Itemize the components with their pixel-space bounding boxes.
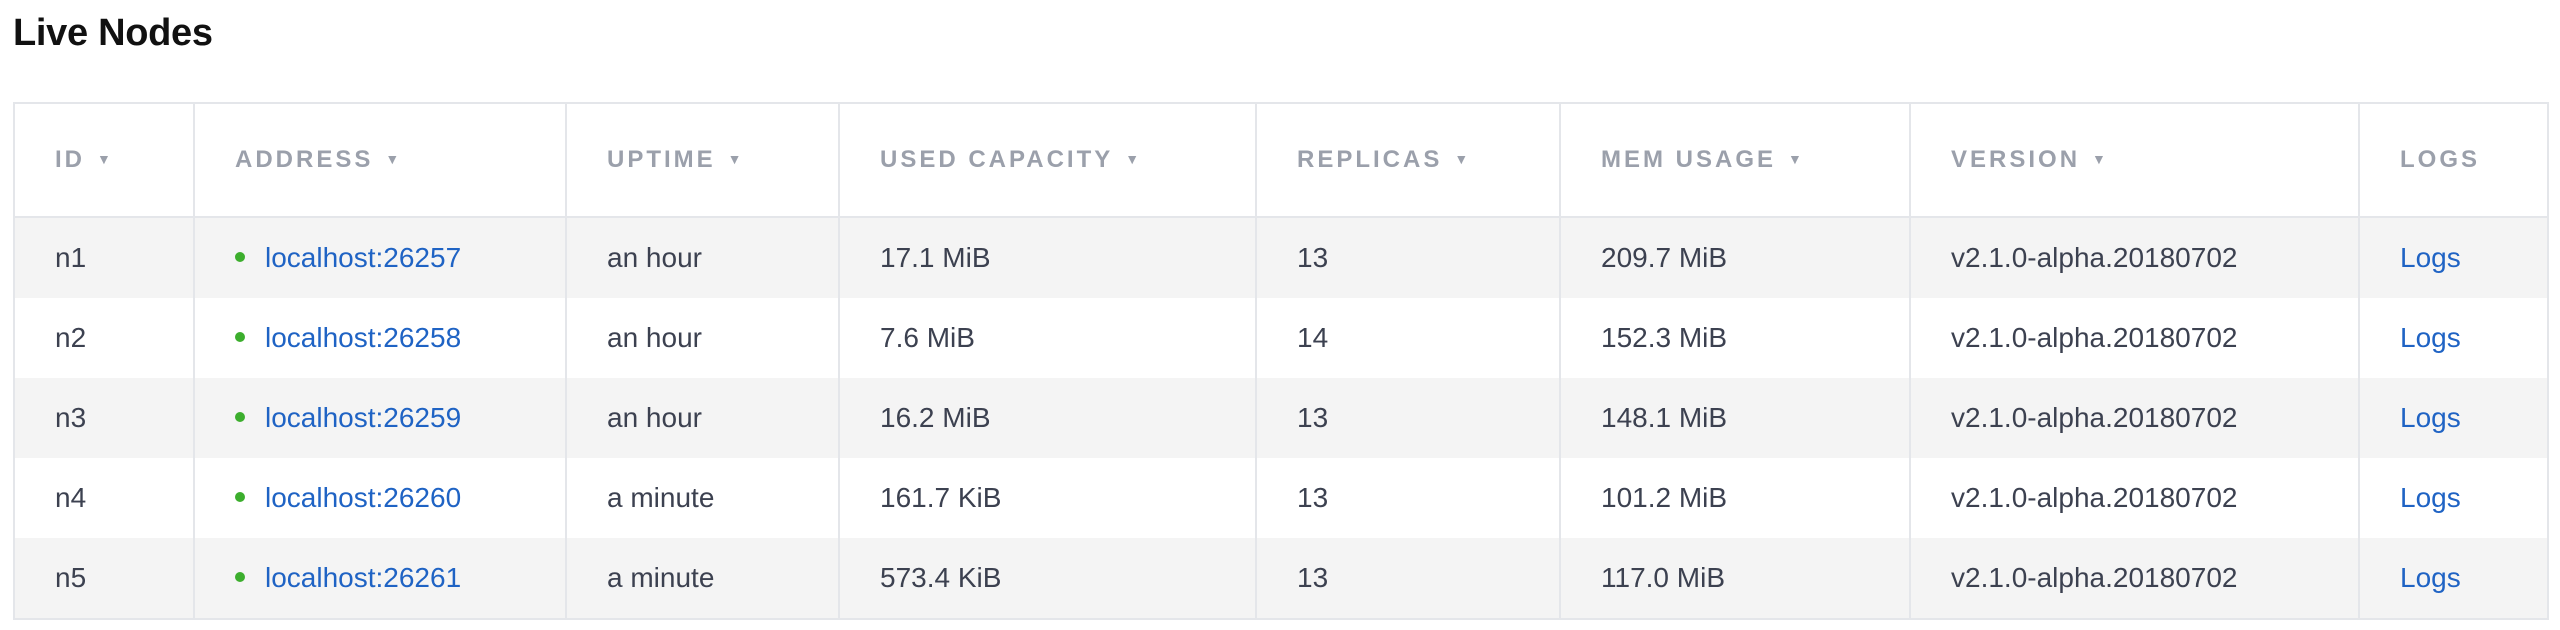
- column-header-label: UPTIME: [607, 146, 716, 173]
- node-version-cell: v2.1.0-alpha.20180702: [1909, 458, 2360, 538]
- logs-link[interactable]: Logs: [2400, 402, 2461, 433]
- node-id-cell: n4: [13, 458, 195, 538]
- column-header-label: VERSION: [1951, 146, 2081, 173]
- node-uptime-cell: a minute: [565, 458, 840, 538]
- live-status-dot-icon: [235, 571, 245, 582]
- page-title: Live Nodes: [13, 12, 213, 54]
- column-header-uptime[interactable]: UPTIME ▼: [565, 102, 840, 218]
- column-header-label: ADDRESS: [235, 146, 374, 173]
- node-uptime-cell: an hour: [565, 378, 840, 458]
- node-address-cell: localhost:26257: [193, 217, 567, 298]
- sort-arrow-icon: ▼: [385, 150, 403, 167]
- node-logs-cell: Logs: [2358, 298, 2549, 378]
- column-header-label: LOGS: [2400, 146, 2481, 173]
- sort-arrow-icon: ▼: [1454, 150, 1472, 167]
- column-header-label: REPLICAS: [1297, 146, 1443, 173]
- node-address-link[interactable]: localhost:26258: [265, 322, 462, 353]
- column-header-replicas[interactable]: REPLICAS ▼: [1255, 102, 1561, 218]
- node-replicas-cell: 13: [1255, 217, 1561, 298]
- table-row: n2 localhost:26258 an hour 7.6 MiB 14 15…: [13, 298, 2549, 378]
- column-header-id[interactable]: ID ▼: [13, 102, 195, 218]
- node-id-cell: n5: [13, 538, 195, 620]
- node-address-link[interactable]: localhost:26257: [265, 242, 462, 273]
- column-header-address[interactable]: ADDRESS ▼: [193, 102, 567, 218]
- sort-arrow-icon: ▼: [97, 150, 114, 167]
- column-header-mem-usage[interactable]: MEM USAGE ▼: [1559, 102, 1911, 218]
- node-replicas-cell: 13: [1255, 538, 1561, 620]
- node-mem-usage-cell: 209.7 MiB: [1559, 217, 1911, 298]
- node-logs-cell: Logs: [2358, 378, 2549, 458]
- sort-arrow-icon: ▼: [1788, 150, 1805, 167]
- nodes-table: ID ▼ ADDRESS ▼ UPTIME ▼ USED CAPACITY ▼ REPL…: [13, 102, 2549, 620]
- node-address-cell: localhost:26259: [193, 378, 567, 458]
- node-uptime-cell: an hour: [565, 298, 840, 378]
- logs-link[interactable]: Logs: [2400, 482, 2461, 513]
- node-uptime-cell: an hour: [565, 217, 840, 298]
- node-logs-cell: Logs: [2358, 538, 2549, 620]
- node-id-cell: n3: [13, 378, 195, 458]
- live-status-dot-icon: [235, 491, 245, 502]
- node-id-cell: n1: [13, 217, 195, 298]
- table-row: n5 localhost:26261 a minute 573.4 KiB 13…: [13, 538, 2549, 620]
- node-address-link[interactable]: localhost:26259: [265, 402, 462, 433]
- column-header-logs: LOGS: [2358, 102, 2549, 218]
- node-version-cell: v2.1.0-alpha.20180702: [1909, 217, 2360, 298]
- node-used-capacity-cell: 573.4 KiB: [838, 538, 1257, 620]
- node-used-capacity-cell: 7.6 MiB: [838, 298, 1257, 378]
- node-mem-usage-cell: 101.2 MiB: [1559, 458, 1911, 538]
- column-header-label: ID: [55, 146, 85, 173]
- node-address-cell: localhost:26258: [193, 298, 567, 378]
- node-used-capacity-cell: 17.1 MiB: [838, 217, 1257, 298]
- sort-arrow-icon: ▼: [727, 150, 745, 167]
- logs-link[interactable]: Logs: [2400, 562, 2461, 593]
- table-header-row: ID ▼ ADDRESS ▼ UPTIME ▼ USED CAPACITY ▼ REPL…: [13, 102, 2549, 218]
- live-status-dot-icon: [235, 251, 245, 262]
- table-row: n4 localhost:26260 a minute 161.7 KiB 13…: [13, 458, 2549, 538]
- node-address-link[interactable]: localhost:26260: [265, 482, 462, 513]
- sort-arrow-icon: ▼: [1125, 150, 1143, 167]
- logs-link[interactable]: Logs: [2400, 322, 2461, 353]
- node-address-link[interactable]: localhost:26261: [265, 562, 462, 593]
- node-id-cell: n2: [13, 298, 195, 378]
- live-status-dot-icon: [235, 411, 245, 422]
- sort-arrow-icon: ▼: [2092, 150, 2109, 167]
- node-version-cell: v2.1.0-alpha.20180702: [1909, 538, 2360, 620]
- table-row: n3 localhost:26259 an hour 16.2 MiB 13 1…: [13, 378, 2549, 458]
- node-version-cell: v2.1.0-alpha.20180702: [1909, 378, 2360, 458]
- logs-link[interactable]: Logs: [2400, 242, 2461, 273]
- column-header-label: USED CAPACITY: [880, 146, 1114, 173]
- node-version-cell: v2.1.0-alpha.20180702: [1909, 298, 2360, 378]
- node-used-capacity-cell: 16.2 MiB: [838, 378, 1257, 458]
- node-uptime-cell: a minute: [565, 538, 840, 620]
- node-mem-usage-cell: 117.0 MiB: [1559, 538, 1911, 620]
- node-logs-cell: Logs: [2358, 217, 2549, 298]
- table-row: n1 localhost:26257 an hour 17.1 MiB 13 2…: [13, 217, 2549, 298]
- node-mem-usage-cell: 152.3 MiB: [1559, 298, 1911, 378]
- node-address-cell: localhost:26261: [193, 538, 567, 620]
- node-logs-cell: Logs: [2358, 458, 2549, 538]
- node-replicas-cell: 14: [1255, 298, 1561, 378]
- column-header-label: MEM USAGE: [1601, 146, 1777, 173]
- live-status-dot-icon: [235, 331, 245, 342]
- node-address-cell: localhost:26260: [193, 458, 567, 538]
- node-replicas-cell: 13: [1255, 378, 1561, 458]
- node-replicas-cell: 13: [1255, 458, 1561, 538]
- column-header-used-capacity[interactable]: USED CAPACITY ▼: [838, 102, 1257, 218]
- node-used-capacity-cell: 161.7 KiB: [838, 458, 1257, 538]
- column-header-version[interactable]: VERSION ▼: [1909, 102, 2360, 218]
- node-mem-usage-cell: 148.1 MiB: [1559, 378, 1911, 458]
